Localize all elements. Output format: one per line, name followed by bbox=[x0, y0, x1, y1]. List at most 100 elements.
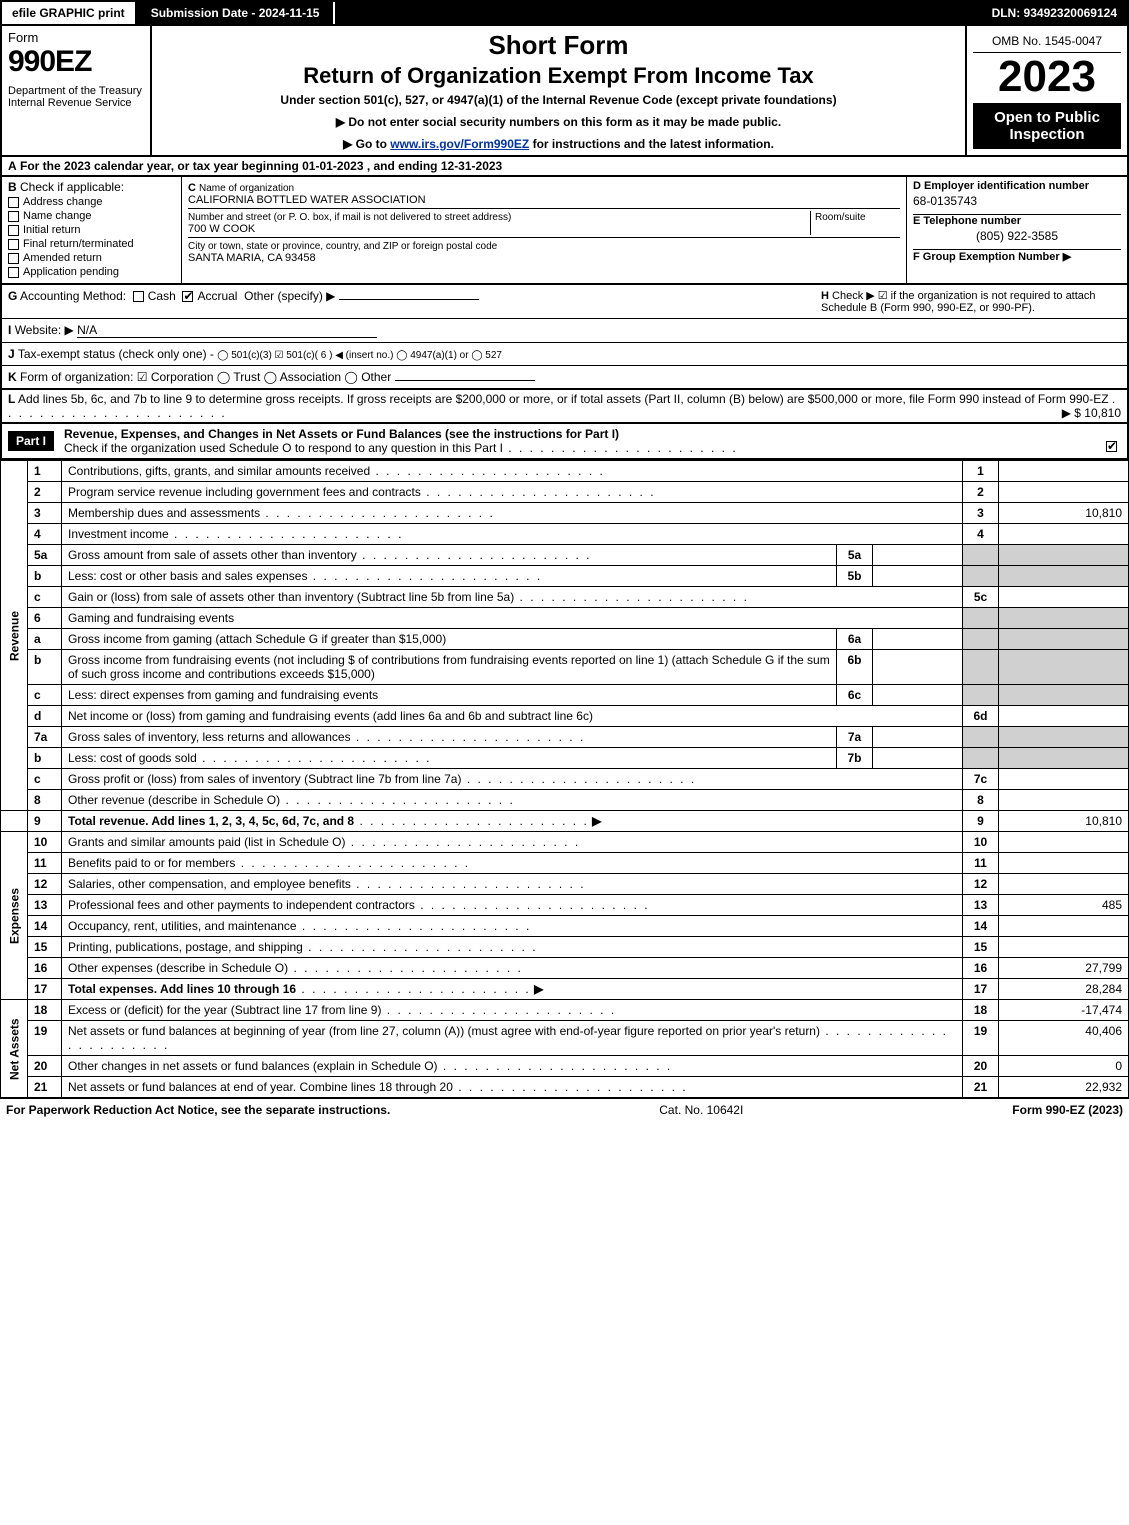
box-b: B Check if applicable: Address change Na… bbox=[2, 177, 182, 283]
table-row: 16 Other expenses (describe in Schedule … bbox=[1, 958, 1129, 979]
line-k-label: K bbox=[8, 370, 17, 384]
omb-number: OMB No. 1545-0047 bbox=[973, 30, 1121, 53]
efile-print-button[interactable]: efile GRAPHIC print bbox=[2, 2, 137, 24]
open-to-public: Open to Public Inspection bbox=[973, 103, 1121, 149]
room-lbl: Room/suite bbox=[815, 212, 866, 223]
irs-link[interactable]: www.irs.gov/Form990EZ bbox=[390, 137, 529, 151]
box-c-name: C Name of organization CALIFORNIA BOTTLE… bbox=[188, 180, 900, 209]
form-number: 990EZ bbox=[8, 45, 144, 79]
line-gh: G Accounting Method: Cash Accrual Other … bbox=[0, 285, 1129, 319]
dept-label: Department of the Treasury Internal Reve… bbox=[8, 85, 144, 109]
page-footer: For Paperwork Reduction Act Notice, see … bbox=[0, 1098, 1129, 1121]
line-g-other: Other (specify) ▶ bbox=[244, 289, 335, 303]
table-row: Revenue 1 Contributions, gifts, grants, … bbox=[1, 461, 1129, 482]
cb-application-pending[interactable]: Application pending bbox=[8, 266, 175, 278]
ein: 68-0135743 bbox=[913, 192, 1121, 212]
box-f-label: F Group Exemption Number ▶ bbox=[913, 250, 1121, 263]
line-i: I Website: ▶ N/A bbox=[0, 319, 1129, 343]
top-bar: efile GRAPHIC print Submission Date - 20… bbox=[0, 0, 1129, 26]
cb-amended-return[interactable]: Amended return bbox=[8, 252, 175, 264]
line-l-amount: ▶ $ 10,810 bbox=[1062, 406, 1121, 420]
line-l: L Add lines 5b, 6c, and 7b to line 9 to … bbox=[0, 390, 1129, 424]
table-row: 9 Total revenue. Add lines 1, 2, 3, 4, 5… bbox=[1, 811, 1129, 832]
expenses-section-label: Expenses bbox=[1, 832, 28, 1000]
line-i-label: I bbox=[8, 323, 11, 337]
table-row: 12 Salaries, other compensation, and emp… bbox=[1, 874, 1129, 895]
box-c-label: C bbox=[188, 182, 196, 194]
table-row: 8 Other revenue (describe in Schedule O)… bbox=[1, 790, 1129, 811]
line-k-text: Form of organization: ☑ Corporation ◯ Tr… bbox=[20, 370, 391, 384]
table-row: 3 Membership dues and assessments 3 10,8… bbox=[1, 503, 1129, 524]
line-h-text: Check ▶ ☑ if the organization is not req… bbox=[821, 290, 1096, 314]
table-row: Expenses 10 Grants and similar amounts p… bbox=[1, 832, 1129, 853]
short-form-label: Short Form bbox=[158, 30, 959, 61]
line-j: J Tax-exempt status (check only one) - ◯… bbox=[0, 343, 1129, 366]
return-title: Return of Organization Exempt From Incom… bbox=[158, 63, 959, 89]
part-i-header: Part I Revenue, Expenses, and Changes in… bbox=[0, 424, 1129, 460]
revenue-section-label: Revenue bbox=[1, 461, 28, 811]
box-c-city: City or town, state or province, country… bbox=[188, 238, 900, 266]
table-row: 6 Gaming and fundraising events bbox=[1, 608, 1129, 629]
table-row: c Gain or (loss) from sale of assets oth… bbox=[1, 587, 1129, 608]
sub3-pre: ▶ Go to bbox=[343, 137, 390, 151]
box-b-text: Check if applicable: bbox=[20, 180, 124, 194]
city-lbl: City or town, state or province, country… bbox=[188, 241, 497, 252]
table-row: Net Assets 18 Excess or (deficit) for th… bbox=[1, 1000, 1129, 1021]
table-row: 15 Printing, publications, postage, and … bbox=[1, 937, 1129, 958]
subtitle-2: ▶ Do not enter social security numbers o… bbox=[158, 115, 959, 129]
website-val: N/A bbox=[77, 323, 377, 338]
line-j-text: Tax-exempt status (check only one) - bbox=[18, 347, 214, 361]
table-row: 21 Net assets or fund balances at end of… bbox=[1, 1077, 1129, 1098]
table-row: 17 Total expenses. Add lines 10 through … bbox=[1, 979, 1129, 1000]
org-name: CALIFORNIA BOTTLED WATER ASSOCIATION bbox=[188, 194, 426, 206]
line-h-label: H bbox=[821, 290, 829, 302]
table-row: c Less: direct expenses from gaming and … bbox=[1, 685, 1129, 706]
box-c-name-lbl: Name of organization bbox=[199, 183, 294, 194]
header-right: OMB No. 1545-0047 2023 Open to Public In… bbox=[967, 26, 1127, 155]
lines-table: Revenue 1 Contributions, gifts, grants, … bbox=[0, 460, 1129, 1098]
table-row: a Gross income from gaming (attach Sched… bbox=[1, 629, 1129, 650]
cb-address-change[interactable]: Address change bbox=[8, 196, 175, 208]
table-row: 19 Net assets or fund balances at beginn… bbox=[1, 1021, 1129, 1056]
street-val: 700 W COOK bbox=[188, 223, 255, 235]
subtitle-1: Under section 501(c), 527, or 4947(a)(1)… bbox=[158, 93, 959, 107]
line-j-opts: ◯ 501(c)(3) ☑ 501(c)( 6 ) ◀ (insert no.)… bbox=[217, 350, 502, 361]
box-e-label: E Telephone number bbox=[913, 215, 1121, 227]
street-lbl: Number and street (or P. O. box, if mail… bbox=[188, 212, 511, 223]
dln: DLN: 93492320069124 bbox=[982, 2, 1127, 24]
footer-right: Form 990-EZ (2023) bbox=[1012, 1103, 1123, 1117]
cb-schedule-o[interactable] bbox=[1106, 441, 1117, 452]
box-c: C Name of organization CALIFORNIA BOTTLE… bbox=[182, 177, 907, 283]
cb-name-change[interactable]: Name change bbox=[8, 210, 175, 222]
part-i-label: Part I bbox=[8, 431, 54, 451]
submission-date: Submission Date - 2024-11-15 bbox=[137, 2, 336, 24]
cb-initial-return[interactable]: Initial return bbox=[8, 224, 175, 236]
footer-left: For Paperwork Reduction Act Notice, see … bbox=[6, 1103, 390, 1117]
table-row: c Gross profit or (loss) from sales of i… bbox=[1, 769, 1129, 790]
box-c-street: Number and street (or P. O. box, if mail… bbox=[188, 209, 900, 238]
city-val: SANTA MARIA, CA 93458 bbox=[188, 252, 316, 264]
table-row: b Less: cost or other basis and sales ex… bbox=[1, 566, 1129, 587]
table-row: b Gross income from fundraising events (… bbox=[1, 650, 1129, 685]
sub3-post: for instructions and the latest informat… bbox=[529, 137, 774, 151]
line-g-label: G bbox=[8, 289, 17, 303]
line-g-text: Accounting Method: bbox=[20, 289, 126, 303]
cb-final-return[interactable]: Final return/terminated bbox=[8, 238, 175, 250]
part-i-title: Revenue, Expenses, and Changes in Net As… bbox=[54, 427, 1121, 455]
table-row: 5a Gross amount from sale of assets othe… bbox=[1, 545, 1129, 566]
header-left: Form 990EZ Department of the Treasury In… bbox=[2, 26, 152, 155]
box-d-label: D Employer identification number bbox=[913, 180, 1121, 192]
line-l-label: L bbox=[8, 392, 15, 406]
table-row: 14 Occupancy, rent, utilities, and maint… bbox=[1, 916, 1129, 937]
line-i-text: Website: ▶ bbox=[15, 323, 74, 337]
tax-year: 2023 bbox=[973, 53, 1121, 101]
box-def: D Employer identification number 68-0135… bbox=[907, 177, 1127, 283]
cb-accrual[interactable] bbox=[182, 291, 193, 302]
table-row: 2 Program service revenue including gove… bbox=[1, 482, 1129, 503]
cb-cash[interactable] bbox=[133, 291, 144, 302]
form-label: Form bbox=[8, 30, 144, 45]
subtitle-3: ▶ Go to www.irs.gov/Form990EZ for instru… bbox=[158, 137, 959, 151]
line-a-label: A bbox=[8, 159, 17, 173]
form-header: Form 990EZ Department of the Treasury In… bbox=[0, 26, 1129, 157]
line-j-label: J bbox=[8, 347, 15, 361]
